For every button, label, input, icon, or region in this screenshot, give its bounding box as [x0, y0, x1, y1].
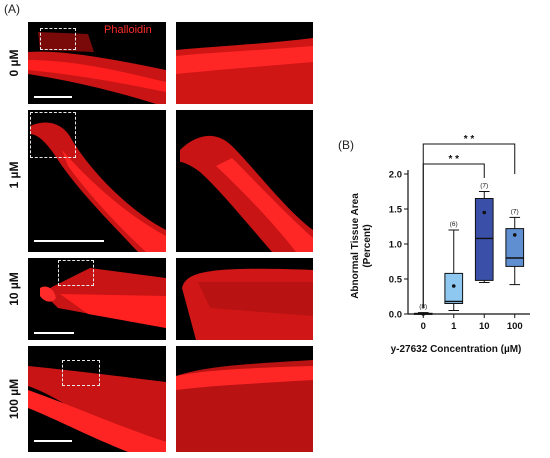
significance-bracket [422, 143, 516, 308]
x-tick-label: 100 [507, 321, 523, 332]
micrograph-1uM-overview [28, 110, 166, 252]
scale-bar-100uM [34, 440, 72, 442]
micrograph-10uM-zoom [176, 258, 313, 340]
row-label-0uM: 0 µM [7, 49, 21, 77]
scale-bar-1uM [34, 240, 104, 242]
box [505, 228, 525, 267]
inset-box-0uM [40, 28, 76, 50]
micrograph-1uM-zoom [176, 110, 313, 252]
scale-bar-10uM [34, 332, 74, 334]
mean-point [421, 312, 426, 316]
x-tick-label: 1 [451, 321, 457, 332]
x-tick-label: 0 [421, 321, 426, 332]
panel-a-letter: (A) [4, 2, 20, 16]
panel-b-letter: (B) [338, 138, 354, 152]
x-tick-label: 10 [479, 321, 490, 332]
box [444, 272, 464, 304]
micrograph-100uM-zoom [176, 346, 313, 452]
y-tick-label: 0.0 [389, 310, 402, 321]
row-label-10uM: 10 µM [7, 272, 21, 306]
micrograph-0uM-zoom [176, 22, 313, 104]
mean-point [482, 210, 487, 215]
micrograph-100uM-overview [28, 346, 166, 452]
significance-label: * * [448, 154, 459, 165]
y-axis-title-line2: (Percent) [362, 224, 373, 267]
mean-point [512, 233, 517, 237]
box-plot-chart: 0.00.51.01.52.00 1 10 100(8)(6)(7)(7)* ** *… [350, 134, 530, 355]
row-label-100uM: 100 µM [7, 378, 21, 420]
y-tick-label: 2.0 [389, 170, 402, 181]
n-label: (6) [450, 221, 458, 228]
inset-box-10uM [58, 260, 94, 286]
inset-box-1uM [30, 112, 76, 158]
scale-bar-0uM [34, 96, 72, 98]
micrograph-10uM-overview [28, 258, 166, 340]
n-label: (7) [511, 208, 519, 215]
n-label: (7) [480, 183, 488, 190]
x-axis-title: y-27632 Concentration (µM) [391, 344, 522, 355]
inset-box-100uM [62, 360, 100, 386]
y-axis-title-line1: Abnormal Tissue Area [350, 193, 361, 299]
mean-point [451, 284, 456, 288]
row-label-1uM: 1 µM [7, 161, 21, 189]
y-tick-label: 0.5 [389, 275, 403, 286]
stain-label-phalloidin: Phalloidin [104, 24, 152, 36]
micrograph-0uM-overview [28, 22, 166, 104]
box [474, 198, 494, 281]
y-tick-label: 1.0 [389, 240, 402, 251]
y-tick-label: 1.5 [389, 205, 403, 216]
significance-label: * * [464, 134, 475, 145]
